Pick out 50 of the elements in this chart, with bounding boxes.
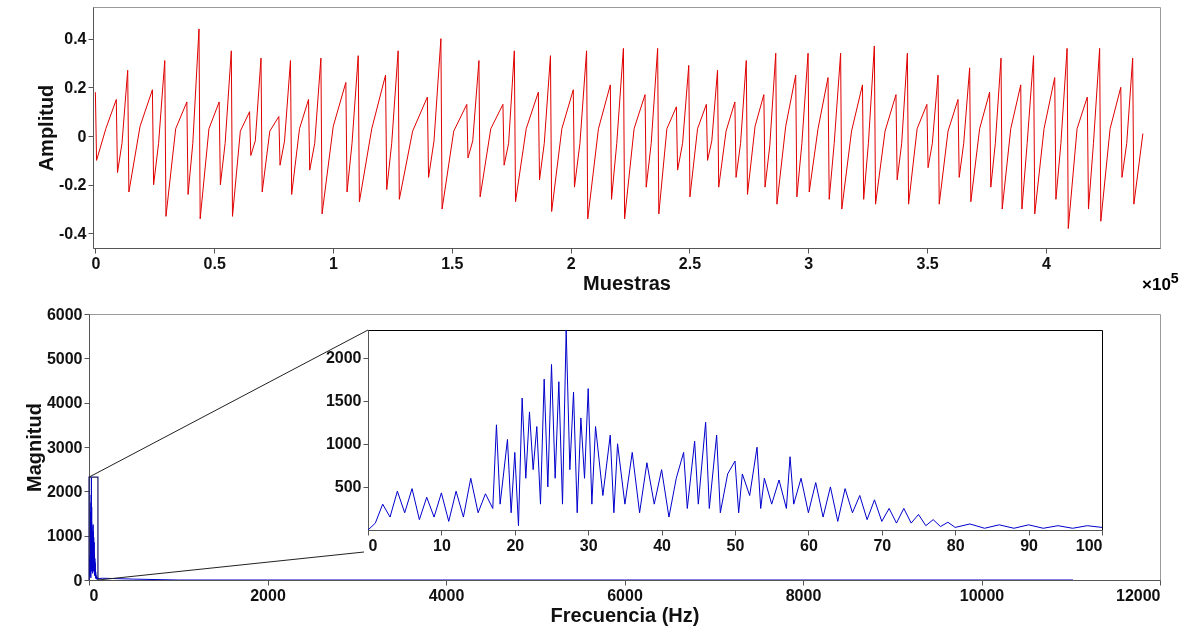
- x-tick-label: 3: [804, 254, 814, 272]
- x-tick-label: 6000: [607, 586, 643, 604]
- x-tick-label: 2: [566, 254, 576, 272]
- x-tick-label: 4: [1041, 254, 1051, 272]
- x-tick-label: 12000: [1116, 586, 1161, 604]
- y-tick-label: 1500: [325, 392, 362, 410]
- text: ×10$^{5}$: [1142, 270, 1179, 295]
- line-series: [94, 28, 1144, 230]
- x-tick-label: 1.5: [441, 254, 464, 272]
- x-tick-label: 40: [653, 536, 672, 554]
- x-tick-label: 0.5: [203, 254, 226, 272]
- x-tick-label: 90: [1020, 536, 1039, 554]
- y-tick-label: 500: [334, 478, 362, 496]
- y-tick-label: 0: [73, 571, 83, 589]
- y-axis-title: Amplitud: [34, 84, 57, 172]
- x-tick-label: 60: [800, 536, 818, 554]
- x-tick-label: 2.5: [678, 254, 702, 272]
- x-tick-label: 10: [433, 536, 451, 554]
- y-tick-label: 2000: [325, 349, 362, 367]
- x-axis-title: Muestras: [583, 271, 671, 294]
- x-tick-label: 8000: [785, 586, 822, 604]
- x-tick-label: 0: [368, 536, 378, 554]
- x-tick-label: 100: [1075, 536, 1103, 554]
- y-tick-label: 4000: [46, 394, 83, 412]
- x-tick-label: 20: [506, 536, 525, 554]
- y-tick-label: 3000: [46, 438, 83, 456]
- y-tick-label: 0.2: [64, 78, 87, 96]
- y-tick-label: -0.4: [58, 224, 87, 242]
- y-tick-label: 2000: [46, 482, 83, 500]
- x-tick-label: 70: [873, 536, 892, 554]
- x-tick-label: 4000: [428, 586, 465, 604]
- x-tick-label: 10000: [959, 586, 1005, 604]
- y-tick-label: -0.2: [58, 176, 87, 194]
- y-axis-title: Magnitud: [22, 403, 45, 492]
- y-tick-label: 0.4: [64, 30, 87, 48]
- y-tick-label: 6000: [46, 305, 83, 323]
- x-axis-title: Frecuencia (Hz): [550, 603, 700, 626]
- x-tick-label: 3.5: [916, 254, 939, 272]
- x-tick-label: 1: [329, 254, 339, 272]
- x-tick-label: 0: [91, 254, 101, 272]
- y-tick-label: 5000: [46, 349, 83, 367]
- x-tick-label: 30: [579, 536, 598, 554]
- x-tick-label: 50: [726, 536, 745, 554]
- x-tick-label: 0: [89, 586, 99, 604]
- y-tick-label: 0: [77, 127, 87, 145]
- line-series: [89, 476, 1074, 580]
- x-tick-label: 80: [946, 536, 965, 554]
- y-tick-label: 1000: [325, 435, 362, 453]
- y-tick-label: 1000: [46, 527, 83, 545]
- x-tick-label: 2000: [250, 586, 286, 604]
